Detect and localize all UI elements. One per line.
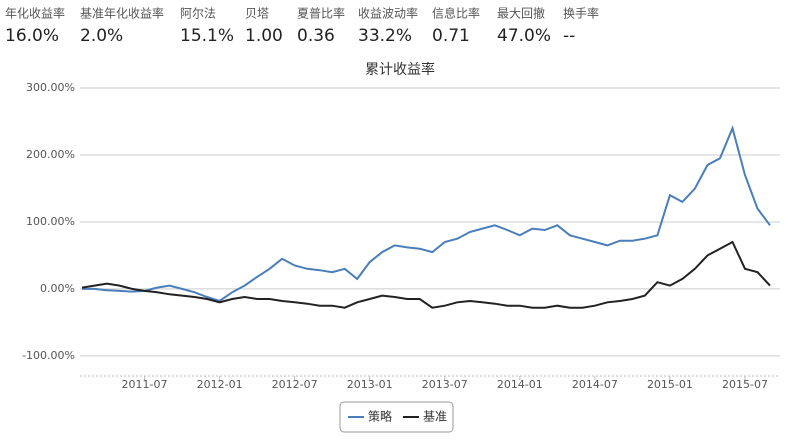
- x-tick-label: 2012-07: [272, 378, 318, 391]
- stat-label: 换手率: [563, 6, 599, 21]
- x-tick-label: 2013-01: [347, 378, 393, 391]
- stat-value: 15.1%: [180, 26, 234, 46]
- stat-label: 贝塔: [245, 7, 269, 21]
- x-tick-label: 2014-07: [572, 378, 618, 391]
- stat-label: 夏普比率: [297, 6, 345, 21]
- x-tick-label: 2012-01: [197, 378, 243, 391]
- stat-label: 收益波动率: [358, 6, 418, 21]
- x-tick-label: 2011-07: [122, 378, 168, 391]
- stat-value: 33.2%: [358, 26, 412, 46]
- y-tick-label: 0.00%: [40, 282, 75, 295]
- stat-label: 最大回撤: [497, 6, 545, 21]
- legend-label: 基准: [423, 410, 447, 424]
- stat-label: 基准年化收益率: [80, 6, 164, 21]
- line-series: [82, 125, 771, 303]
- stat-label: 信息比率: [432, 6, 480, 21]
- stat-value: 0.71: [432, 26, 470, 46]
- x-tick-label: 2014-01: [497, 378, 543, 391]
- x-tick-label: 2013-07: [422, 378, 468, 391]
- x-tick-label: 2015-01: [647, 378, 693, 391]
- y-tick-label: 100.00%: [26, 215, 75, 228]
- stat-value: 0.36: [297, 26, 335, 46]
- stat-label: 年化收益率: [5, 6, 65, 21]
- y-tick-label: -100.00%: [22, 349, 75, 362]
- y-tick-label: 200.00%: [26, 148, 75, 161]
- legend-label: 策略: [368, 409, 392, 424]
- stat-value: 1.00: [245, 26, 283, 46]
- line-series: [81, 240, 771, 309]
- legend: [339, 401, 454, 433]
- x-tick-label: 2015-07: [722, 378, 768, 391]
- stat-value: 16.0%: [5, 26, 59, 46]
- stat-value: 47.0%: [497, 26, 551, 46]
- y-tick-label: 300.00%: [26, 81, 75, 94]
- stat-value: 2.0%: [80, 26, 123, 46]
- chart-title: 累计收益率: [365, 61, 435, 78]
- stat-value: --: [563, 26, 575, 46]
- stat-label: 阿尔法: [180, 6, 216, 21]
